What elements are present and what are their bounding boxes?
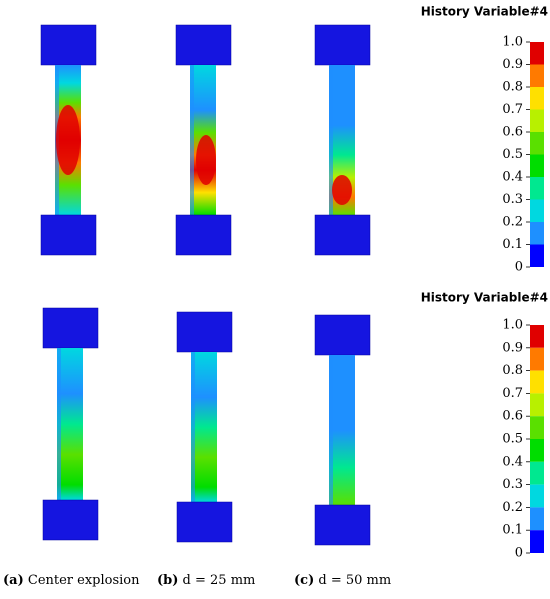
specimen-block — [314, 24, 371, 66]
colorbar-band — [530, 132, 544, 155]
specimen-edge — [329, 355, 333, 505]
colorbar-band — [530, 416, 544, 439]
colorbar-tick-label: 0.8 — [502, 363, 523, 378]
specimen-block — [175, 24, 232, 66]
specimen-edge — [191, 352, 195, 502]
specimen-block — [42, 307, 99, 349]
colorbar-tick-label: 0.5 — [502, 432, 523, 447]
caption: (b) d = 25 mm — [157, 573, 255, 588]
colorbar-tick-label: 0 — [515, 260, 523, 275]
colorbar-tick-label: 0.1 — [502, 237, 523, 252]
specimen-edge — [190, 65, 194, 215]
caption-label: (a) — [3, 573, 24, 588]
specimen-edge — [329, 65, 333, 215]
caption: (c) d = 50 mm — [294, 573, 391, 588]
colorbar-band — [530, 177, 544, 200]
colorbar-band — [530, 439, 544, 462]
colorbar-band — [530, 154, 544, 177]
colorbar-band — [530, 507, 544, 531]
colorbar-band — [530, 461, 544, 485]
caption-label: (b) — [157, 573, 178, 588]
colorbar-band — [530, 199, 544, 222]
colorbar-tick-label: 0.3 — [502, 192, 523, 207]
colorbar-tick-label: 0.6 — [502, 409, 523, 424]
colorbar-tick-label: 0.9 — [502, 340, 523, 355]
specimen-neck — [57, 348, 83, 500]
specimen-block — [42, 499, 99, 541]
colorbar-tick-label: 0.7 — [502, 102, 523, 117]
colorbar-band — [530, 222, 544, 245]
specimen-block — [175, 214, 232, 256]
colorbar-tick-label: 0.7 — [502, 386, 523, 401]
specimen-block — [314, 214, 371, 256]
colorbar-tick-label: 0 — [515, 546, 523, 561]
colorbar-band — [530, 370, 544, 394]
specimen-block — [176, 311, 233, 353]
caption-text: Center explosion — [28, 573, 140, 588]
colorbar-band — [530, 42, 544, 65]
specimen-edge — [57, 348, 61, 500]
damage-zone — [56, 105, 80, 175]
specimen-neck — [191, 352, 217, 502]
colorbar-tick-label: 0.2 — [502, 500, 523, 515]
colorbar-band — [530, 530, 544, 553]
colorbar-band — [530, 87, 544, 110]
colorbar-tick-label: 0.3 — [502, 477, 523, 492]
colorbar-band — [530, 393, 544, 417]
colorbar-band — [530, 347, 544, 371]
specimen-block — [40, 24, 97, 66]
colorbar-tick-label: 0.2 — [502, 215, 523, 230]
colorbar-tick-label: 0.4 — [502, 454, 523, 469]
caption-label: (c) — [294, 573, 314, 588]
colorbar-tick-label: 0.6 — [502, 125, 523, 140]
damage-zone — [196, 135, 216, 185]
caption-text: d = 25 mm — [183, 573, 256, 588]
colorbar-band — [530, 109, 544, 132]
colorbar-tick-label: 1.0 — [502, 35, 523, 50]
damage-zone — [332, 175, 352, 205]
specimen-block — [40, 214, 97, 256]
colorbar-band — [530, 484, 544, 508]
colorbar-tick-label: 1.0 — [502, 318, 523, 333]
colorbar-tick-label: 0.1 — [502, 523, 523, 538]
specimen-block — [314, 314, 371, 356]
specimen-block — [314, 504, 371, 546]
colorbar-tick-label: 0.4 — [502, 170, 523, 185]
colorbar-tick-label: 0.9 — [502, 57, 523, 72]
colorbar-tick-label: 0.5 — [502, 147, 523, 162]
caption-text: d = 50 mm — [318, 573, 391, 588]
colorbar-tick-label: 0.8 — [502, 80, 523, 95]
colorbar-title: History Variable#4 — [421, 291, 548, 305]
colorbar-band — [530, 64, 544, 87]
specimen-block — [176, 501, 233, 543]
specimen-neck — [329, 355, 355, 505]
caption: (a) Center explosion — [3, 573, 140, 588]
colorbar-title: History Variable#4 — [421, 5, 548, 19]
colorbar-band — [530, 325, 544, 348]
colorbar-band — [530, 244, 544, 267]
